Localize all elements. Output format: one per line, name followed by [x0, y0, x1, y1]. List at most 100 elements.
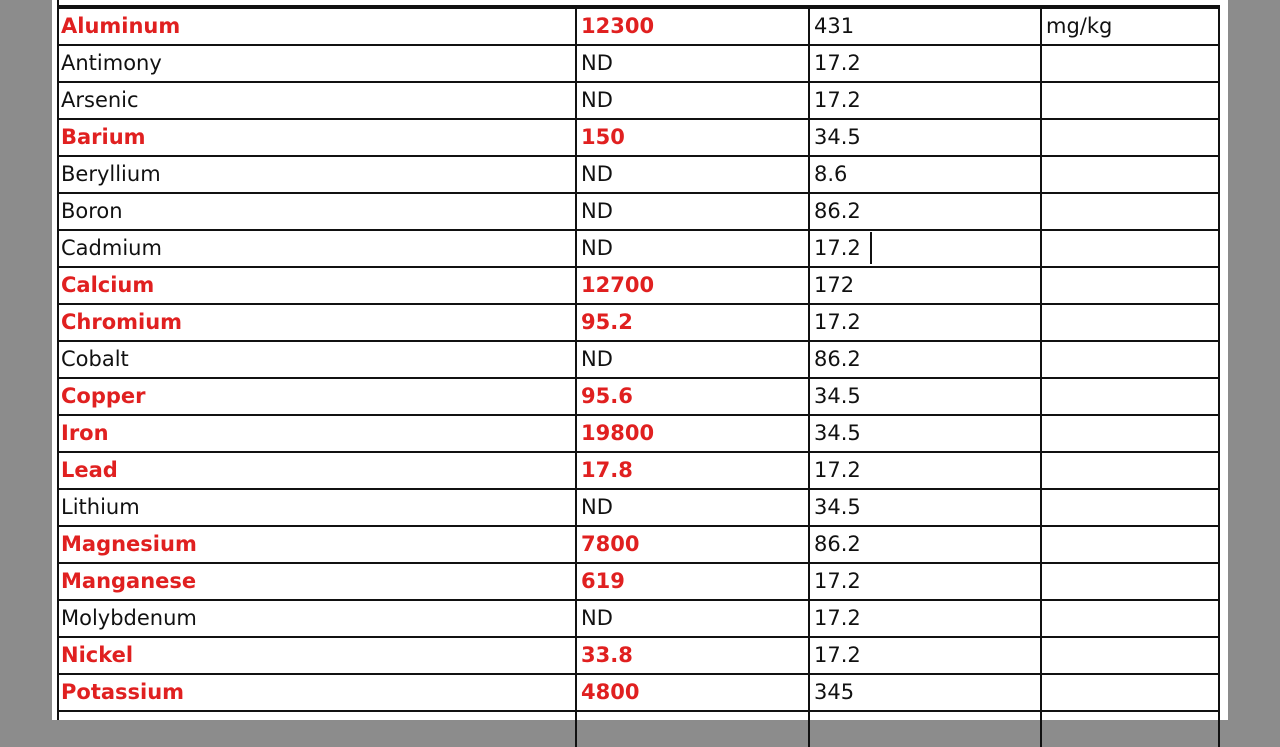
table-cell: 4800 [577, 675, 810, 710]
table-row: Lead 17.8 17.2 [57, 451, 1220, 488]
table-cell: Aluminum [57, 9, 577, 44]
table-cell: Cobalt [57, 342, 577, 377]
table-row: Arsenic ND 17.2 [57, 81, 1220, 118]
table-cell [1042, 379, 1220, 414]
table-row: Chromium 95.2 17.2 [57, 303, 1220, 340]
table-row: Nickel 33.8 17.2 [57, 636, 1220, 673]
table-row: Iron 19800 34.5 [57, 414, 1220, 451]
table-row: Calcium 12700 172 [57, 266, 1220, 303]
table-cell: 17.2 [810, 305, 1042, 340]
table-cell: Chromium [57, 305, 577, 340]
table-cell: 17.2 [810, 46, 1042, 81]
table-cell: ND [577, 46, 810, 81]
table-cell: Antimony [57, 46, 577, 81]
table-cell: 17.2 [810, 83, 1042, 118]
table-cell: Iron [57, 416, 577, 451]
table-row: Copper 95.6 34.5 [57, 377, 1220, 414]
table-cell: 172 [810, 268, 1042, 303]
table-cell: ND [577, 601, 810, 636]
table-cell: Boron [57, 194, 577, 229]
table-cell: Beryllium [57, 157, 577, 192]
table-cell [1042, 120, 1220, 155]
table-cell [1042, 416, 1220, 451]
table-cell [1042, 490, 1220, 525]
table-cell: Nickel [57, 638, 577, 673]
table-cell: ND [577, 194, 810, 229]
table-border [57, 5, 1220, 7]
table-cell: Copper [57, 379, 577, 414]
table-cell [810, 712, 1042, 747]
table-cell [1042, 46, 1220, 81]
table-cell [577, 712, 810, 747]
table-cell: 17.2 [810, 601, 1042, 636]
table-cell: 431 [810, 9, 1042, 44]
table-cell: 33.8 [577, 638, 810, 673]
table-cell: ND [577, 157, 810, 192]
table-cell: Lead [57, 453, 577, 488]
table-cell: 7800 [577, 527, 810, 562]
table-cell [1042, 157, 1220, 192]
table-cell [57, 712, 577, 747]
table-cell: 619 [577, 564, 810, 599]
table-cell: ND [577, 231, 810, 266]
table-cell [1042, 342, 1220, 377]
table-cell: mg/kg [1042, 9, 1220, 44]
table-cell [1042, 638, 1220, 673]
table-cell: ND [577, 83, 810, 118]
table-cell: 34.5 [810, 379, 1042, 414]
table-row: Antimony ND 17.2 [57, 44, 1220, 81]
table-cell: Magnesium [57, 527, 577, 562]
table-cell: 95.6 [577, 379, 810, 414]
table-cell: 17.2 [810, 638, 1042, 673]
table-cell: Arsenic [57, 83, 577, 118]
table-cell [1042, 231, 1220, 266]
table-cell: 17.2 [810, 453, 1042, 488]
table-cell: 17.2 [810, 231, 1042, 266]
table-cell: Potassium [57, 675, 577, 710]
table-row: Magnesium 7800 86.2 [57, 525, 1220, 562]
table-cell: 86.2 [810, 342, 1042, 377]
screen: Aluminum 12300 431 mg/kg Antimony ND 17.2 Arsen… [52, 0, 1228, 747]
table-cell: ND [577, 490, 810, 525]
table-cell [1042, 83, 1220, 118]
table-row: Boron ND 86.2 [57, 192, 1220, 229]
table-cell [1042, 527, 1220, 562]
table-row: Molybdenum ND 17.2 [57, 599, 1220, 636]
table-cell: 17.2 [810, 564, 1042, 599]
table-row: Barium 150 34.5 [57, 118, 1220, 155]
table-row: Cobalt ND 86.2 [57, 340, 1220, 377]
table-row: Cadmium ND 17.2 [57, 229, 1220, 266]
table-cell [1042, 564, 1220, 599]
table-cell: 17.8 [577, 453, 810, 488]
table-cell: Calcium [57, 268, 577, 303]
table-cell: Lithium [57, 490, 577, 525]
table-row: Aluminum 12300 431 mg/kg [57, 7, 1220, 44]
table-cell: 345 [810, 675, 1042, 710]
table-cell [1042, 268, 1220, 303]
table-cell: ND [577, 342, 810, 377]
table-cell [1042, 305, 1220, 340]
table-cell [1042, 601, 1220, 636]
table-cell: 86.2 [810, 194, 1042, 229]
table-row: Manganese 619 17.2 [57, 562, 1220, 599]
table-row: Lithium ND 34.5 [57, 488, 1220, 525]
table-row [57, 710, 1220, 747]
table-cell [1042, 675, 1220, 710]
spreadsheet-page: Aluminum 12300 431 mg/kg Antimony ND 17.2 Arsen… [52, 0, 1228, 747]
table-cell: 34.5 [810, 120, 1042, 155]
table-cell: 12700 [577, 268, 810, 303]
table-cell [1042, 194, 1220, 229]
table-cell: 86.2 [810, 527, 1042, 562]
table-row: Potassium 4800 345 [57, 673, 1220, 710]
table-cell: 34.5 [810, 490, 1042, 525]
table-border [57, 0, 59, 720]
table-cell: 95.2 [577, 305, 810, 340]
table-row: Beryllium ND 8.6 [57, 155, 1220, 192]
table-cell: Molybdenum [57, 601, 577, 636]
table-cell: 34.5 [810, 416, 1042, 451]
table-cell: 150 [577, 120, 810, 155]
table-cell: 19800 [577, 416, 810, 451]
table-cell: Barium [57, 120, 577, 155]
table-cell: 12300 [577, 9, 810, 44]
table-cell: Cadmium [57, 231, 577, 266]
